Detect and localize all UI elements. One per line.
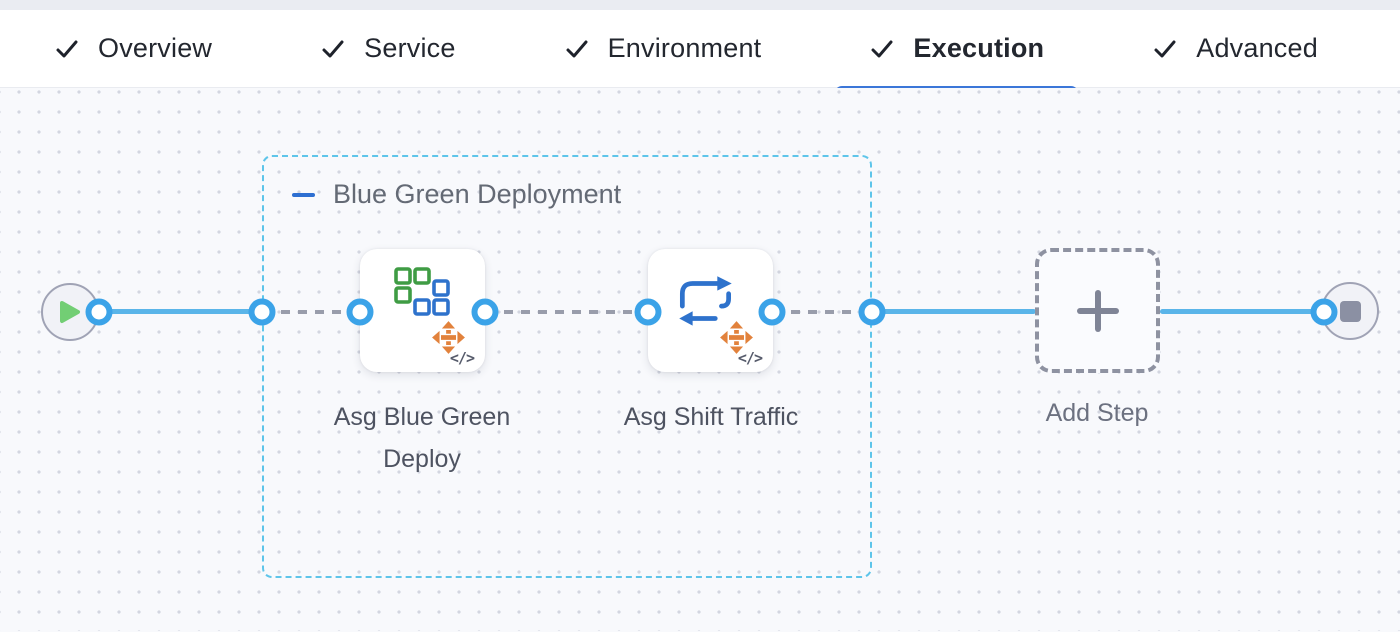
- tab-label: Execution: [913, 33, 1045, 63]
- connector-start-to-group: [99, 309, 263, 314]
- add-step-button[interactable]: [1035, 248, 1160, 373]
- step-group-blue-green-deployment: Blue Green Deployment: [262, 155, 872, 578]
- stop-icon: [1339, 300, 1361, 322]
- connector-group-to-step1: [264, 310, 360, 314]
- tab-label: Overview: [98, 33, 213, 63]
- tab-environment[interactable]: Environment: [564, 10, 762, 87]
- connector-group-to-addstep: [872, 309, 1036, 314]
- group-label: Blue Green Deployment: [333, 179, 622, 209]
- asg-blue-green-deploy-icon: [394, 267, 450, 316]
- move-arrows-icon: [718, 319, 755, 356]
- check-icon: [564, 36, 590, 62]
- check-icon: [54, 36, 80, 62]
- tab-label: Environment: [607, 33, 762, 63]
- port-step1-in: [346, 298, 374, 326]
- asg-shift-traffic-icon: [679, 276, 732, 326]
- port-step2-out: [758, 298, 786, 326]
- code-icon: </>: [737, 349, 763, 367]
- add-step-label: Add Step: [1045, 399, 1149, 427]
- connector-step2-to-group: [774, 310, 872, 314]
- move-arrows-icon: [430, 319, 467, 356]
- pipeline-canvas[interactable]: Blue Green Deployment: [0, 88, 1400, 631]
- tab-execution[interactable]: Execution: [835, 10, 1079, 93]
- port-group-in: [248, 298, 276, 326]
- tab-service[interactable]: Service: [320, 10, 455, 87]
- tab-label: Advanced: [1196, 33, 1318, 63]
- check-icon: [869, 36, 895, 62]
- stage-tab-bar: Overview Service Environment Execution A…: [0, 10, 1400, 93]
- tab-label: Service: [364, 33, 456, 63]
- group-header: Blue Green Deployment: [290, 179, 621, 210]
- window-top-strip: [0, 0, 1400, 10]
- port-step1-out: [471, 298, 499, 326]
- port-start-out: [85, 298, 113, 326]
- tab-advanced[interactable]: Advanced: [1152, 10, 1318, 87]
- step-label-asg-shift-traffic: Asg Shift Traffic: [623, 403, 799, 431]
- port-step2-in: [634, 298, 662, 326]
- minus-icon: [291, 192, 315, 197]
- check-icon: [320, 36, 346, 62]
- play-icon: [60, 301, 80, 323]
- code-icon: </>: [449, 349, 475, 367]
- tab-overview[interactable]: Overview: [54, 10, 212, 87]
- collapse-group-button[interactable]: [290, 182, 316, 208]
- check-icon: [1152, 36, 1178, 62]
- step-card-asg-blue-green-deploy[interactable]: </>: [360, 249, 485, 372]
- connector-addstep-to-end: [1160, 309, 1324, 314]
- step-card-asg-shift-traffic[interactable]: </>: [648, 249, 773, 372]
- port-end-in: [1310, 298, 1338, 326]
- step-label-asg-blue-green-deploy: Asg Blue Green Deploy: [333, 403, 511, 473]
- connector-step1-to-step2: [487, 310, 648, 314]
- plus-icon: [1076, 289, 1119, 332]
- port-group-out: [858, 298, 886, 326]
